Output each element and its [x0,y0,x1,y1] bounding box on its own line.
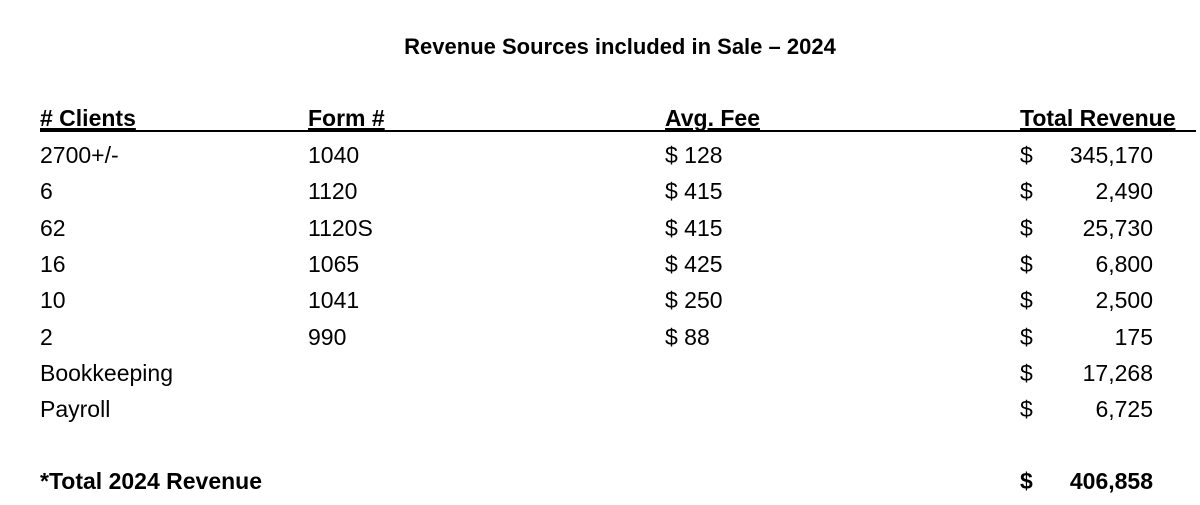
total-dollar: $ [1020,468,1033,494]
cell: $ [1020,396,1033,423]
cell: 16 [40,250,66,277]
cell: 2700+/- [40,142,119,168]
cell-amount: 345,170 [1069,142,1153,168]
cell: $ [1020,178,1033,205]
cell: $ [1020,142,1033,168]
cell-amount: 6,725 [1095,396,1153,423]
cell: 6 [40,178,53,205]
cell: 2 [40,323,53,350]
cell: $ 415 [665,178,723,205]
cell: 1065 [308,250,360,277]
cell: $ [1020,287,1033,314]
cell-amount: 2,500 [1095,287,1153,314]
cell: 1120 [308,178,358,205]
cell: 62 [40,214,66,241]
header-rule [40,130,1196,132]
total-label: *Total 2024 Revenue [40,468,263,494]
cell: 1040 [308,142,360,168]
header-cell: # Clients [40,105,136,131]
cell: $ 88 [665,323,710,350]
cell-amount: 17,268 [1082,359,1153,386]
cell-amount: 2,490 [1095,178,1153,205]
header-cell: Form # [308,105,385,131]
cell-amount: 175 [1114,323,1153,350]
cell: $ [1020,323,1033,350]
cell: Payroll [40,396,111,423]
cell: $ 250 [665,287,723,314]
header-cell: Total Revenue [1020,105,1176,131]
cell: 1041 [308,287,360,314]
cell: 10 [40,287,66,314]
cell: $ [1020,214,1033,241]
cell-amount: 6,800 [1095,250,1153,277]
title: Revenue Sources included in Sale – 2024 [404,34,836,59]
cell: Bookkeeping [40,359,173,386]
cell-amount: 25,730 [1082,214,1153,241]
cell: $ 415 [665,214,723,241]
cell: $ 128 [665,142,723,168]
cell: 1120S [308,214,373,241]
cell: $ 425 [665,250,723,277]
cell: $ [1020,250,1033,277]
total-amount: 406,858 [1069,468,1153,494]
cell: 990 [308,323,347,350]
cell: $ [1020,359,1033,386]
header-cell: Avg. Fee [665,105,761,131]
